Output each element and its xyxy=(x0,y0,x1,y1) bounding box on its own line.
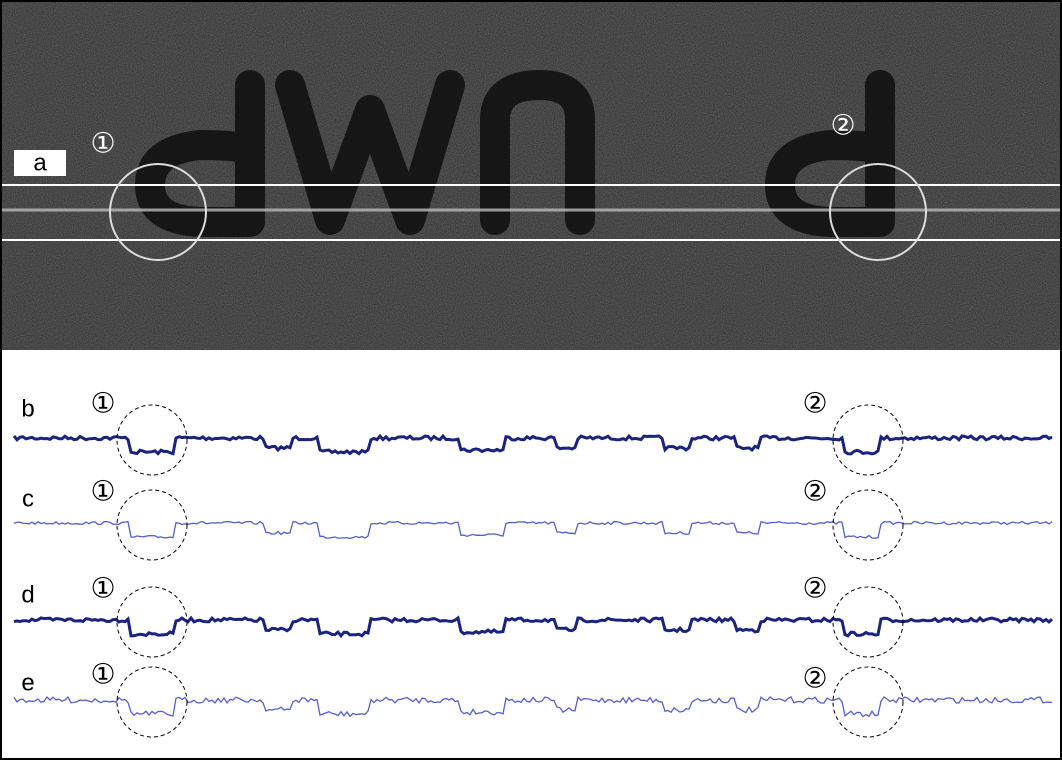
marker: ① xyxy=(90,572,115,603)
marker: ② xyxy=(802,572,827,603)
panel-label: d xyxy=(21,581,34,608)
marker: ① xyxy=(90,658,115,689)
marker: ② xyxy=(802,662,827,693)
photo xyxy=(2,2,1060,350)
figure: a ① ② b ① ② c ① ② d ① ② e ① ② xyxy=(0,0,1062,760)
marker: ① xyxy=(90,127,115,158)
marker: ① xyxy=(90,387,115,418)
marker: ② xyxy=(802,387,827,418)
panel-label: c xyxy=(22,485,34,512)
panel-label: b xyxy=(21,395,34,422)
panel-label: a xyxy=(33,149,47,176)
marker: ② xyxy=(802,475,827,506)
panel-label: e xyxy=(21,669,34,696)
marker: ② xyxy=(830,109,855,140)
marker: ① xyxy=(90,475,115,506)
